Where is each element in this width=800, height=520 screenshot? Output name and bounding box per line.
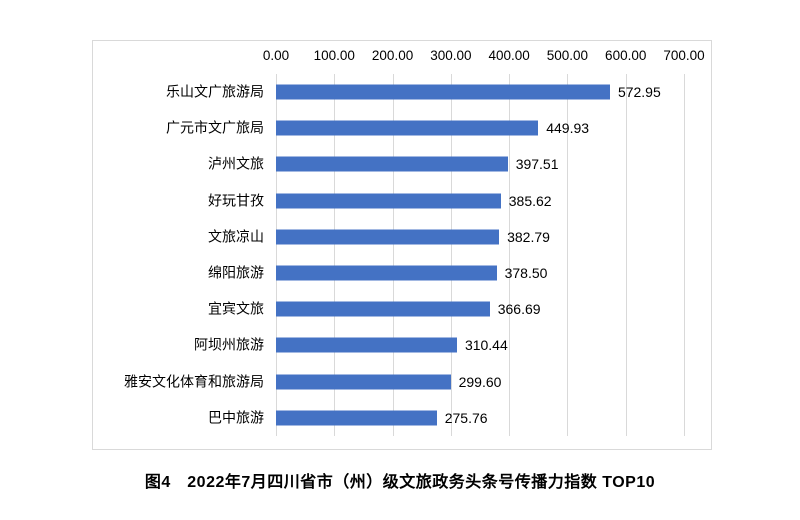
value-label: 378.50	[504, 265, 548, 282]
gridline	[684, 74, 685, 436]
gridline	[509, 74, 511, 436]
bar-row: 巴中旅游 275.76	[93, 400, 711, 436]
category-label: 泸州文旅	[208, 155, 264, 172]
bar	[276, 120, 539, 136]
x-axis-tick-label: 100.00	[313, 48, 355, 63]
value-label: 385.62	[508, 192, 552, 209]
x-axis-tick-label: 300.00	[430, 48, 472, 63]
bar	[276, 156, 508, 172]
value-label: 366.69	[497, 301, 541, 318]
category-axis-line	[276, 74, 277, 436]
category-label: 乐山文广旅游局	[166, 83, 264, 100]
category-label: 广元市文广旅局	[166, 119, 264, 136]
value-label: 382.79	[507, 228, 550, 245]
bar-row: 泸州文旅 397.51	[93, 146, 711, 182]
x-axis-tick-label: 400.00	[488, 48, 530, 63]
x-axis-tick-label: 700.00	[663, 48, 705, 63]
x-axis-tick-label: 200.00	[371, 48, 414, 63]
bar-row: 宜宾文旅 366.69	[93, 291, 711, 327]
bar	[276, 337, 457, 353]
bar-row: 阿坝州旅游 310.44	[93, 327, 711, 363]
value-label: 299.60	[458, 373, 502, 390]
category-label: 文旅凉山	[208, 228, 264, 245]
value-label: 310.44	[464, 337, 508, 354]
bar-row: 广元市文广旅局 449.93	[93, 110, 711, 146]
bar-row: 好玩甘孜 385.62	[93, 183, 711, 219]
value-label: 397.51	[515, 156, 559, 173]
bar	[276, 301, 490, 317]
x-axis-tick-label: 600.00	[605, 48, 647, 63]
gridline	[567, 74, 569, 436]
bar	[276, 410, 437, 426]
value-label: 449.93	[546, 120, 590, 137]
bar-row: 乐山文广旅游局 572.95	[93, 74, 711, 110]
bar	[276, 374, 451, 390]
bar	[276, 193, 501, 209]
chart-title: 图4 2022年7月四川省市（州）级文旅政务头条号传播力指数 TOP10	[144, 474, 656, 491]
value-label: 275.76	[444, 409, 488, 426]
bar-row: 雅安文化体育和旅游局 299.60	[93, 364, 711, 400]
gridline	[392, 74, 394, 436]
category-label: 好玩甘孜	[208, 192, 264, 209]
x-axis-tick-label: 0.00	[262, 48, 290, 63]
bar	[276, 265, 497, 281]
category-label: 宜宾文旅	[208, 300, 264, 317]
value-label: 572.95	[617, 84, 661, 101]
gridline	[450, 74, 452, 436]
gridline	[334, 74, 336, 436]
bar	[276, 229, 500, 245]
category-label: 绵阳旅游	[208, 264, 264, 281]
x-axis-tick-label: 500.00	[546, 48, 589, 63]
bar	[276, 84, 610, 100]
category-label: 阿坝州旅游	[194, 336, 264, 353]
bar-row: 绵阳旅游 378.50	[93, 255, 711, 291]
category-label: 雅安文化体育和旅游局	[124, 373, 264, 390]
bar-chart: 0.00 100.00 200.00 300.00 400.00 500.00 600.00…	[92, 40, 712, 450]
bar-row: 文旅凉山 382.79	[93, 219, 711, 255]
gridline	[625, 74, 627, 436]
category-label: 巴中旅游	[208, 409, 264, 426]
